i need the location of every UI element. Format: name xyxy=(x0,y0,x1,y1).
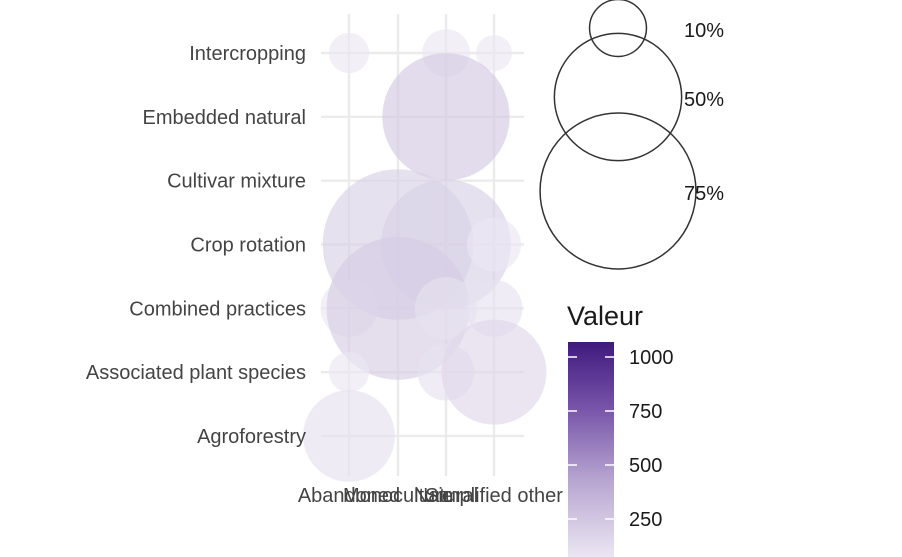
point-intercropping-simplified-other xyxy=(476,35,512,71)
point-embedded-natural-natural xyxy=(382,53,510,181)
color-legend: Valeur 1000 750 500 250 xyxy=(567,301,674,557)
size-legend-label: 75% xyxy=(684,183,724,205)
y-tick-label: Intercropping xyxy=(189,43,306,65)
point-combined-practices-natural xyxy=(414,277,478,340)
y-tick-label: Associated plant species xyxy=(86,362,306,384)
point-associated-plant-species-abandoned xyxy=(328,352,370,393)
y-tick-label: Agroforestry xyxy=(197,426,306,448)
colorbar-tick-label: 1000 xyxy=(629,347,674,369)
x-tick-label: Monoculture xyxy=(343,485,453,507)
colorbar xyxy=(568,342,614,557)
point-intercropping-abandoned xyxy=(328,32,370,74)
colorbar-tick-label: 750 xyxy=(629,401,662,423)
point-crop-rotation-simplified-other xyxy=(467,217,521,272)
point-agroforestry-abandoned xyxy=(303,390,395,482)
plot-panel: Agroforestry Associated plant species Comb… xyxy=(86,14,563,507)
y-tick-label: Crop rotation xyxy=(190,234,306,256)
y-tick-label: Combined practices xyxy=(129,298,306,320)
size-legend-circle xyxy=(539,112,697,270)
x-tick-label: Abandoned xyxy=(298,485,400,507)
y-tick-label: Cultivar mixture xyxy=(167,171,306,193)
point-combined-practices-monoculture xyxy=(326,236,470,380)
x-tick-label: Natural xyxy=(414,485,478,507)
size-legend-label: 50% xyxy=(684,89,724,111)
colorbar-tick-label: 500 xyxy=(629,455,662,477)
point-associated-plant-species-simplified-other xyxy=(441,319,547,425)
colorbar-tick-label: 250 xyxy=(629,509,662,531)
x-tick-label: Simplified other xyxy=(425,485,563,507)
size-legend: 10% 50% 75% xyxy=(539,0,724,270)
size-legend-label: 10% xyxy=(684,20,724,42)
size-legend-circle xyxy=(588,0,648,58)
size-legend-circle xyxy=(553,32,683,162)
color-legend-title: Valeur xyxy=(567,301,643,331)
y-tick-label: Embedded natural xyxy=(143,107,306,129)
